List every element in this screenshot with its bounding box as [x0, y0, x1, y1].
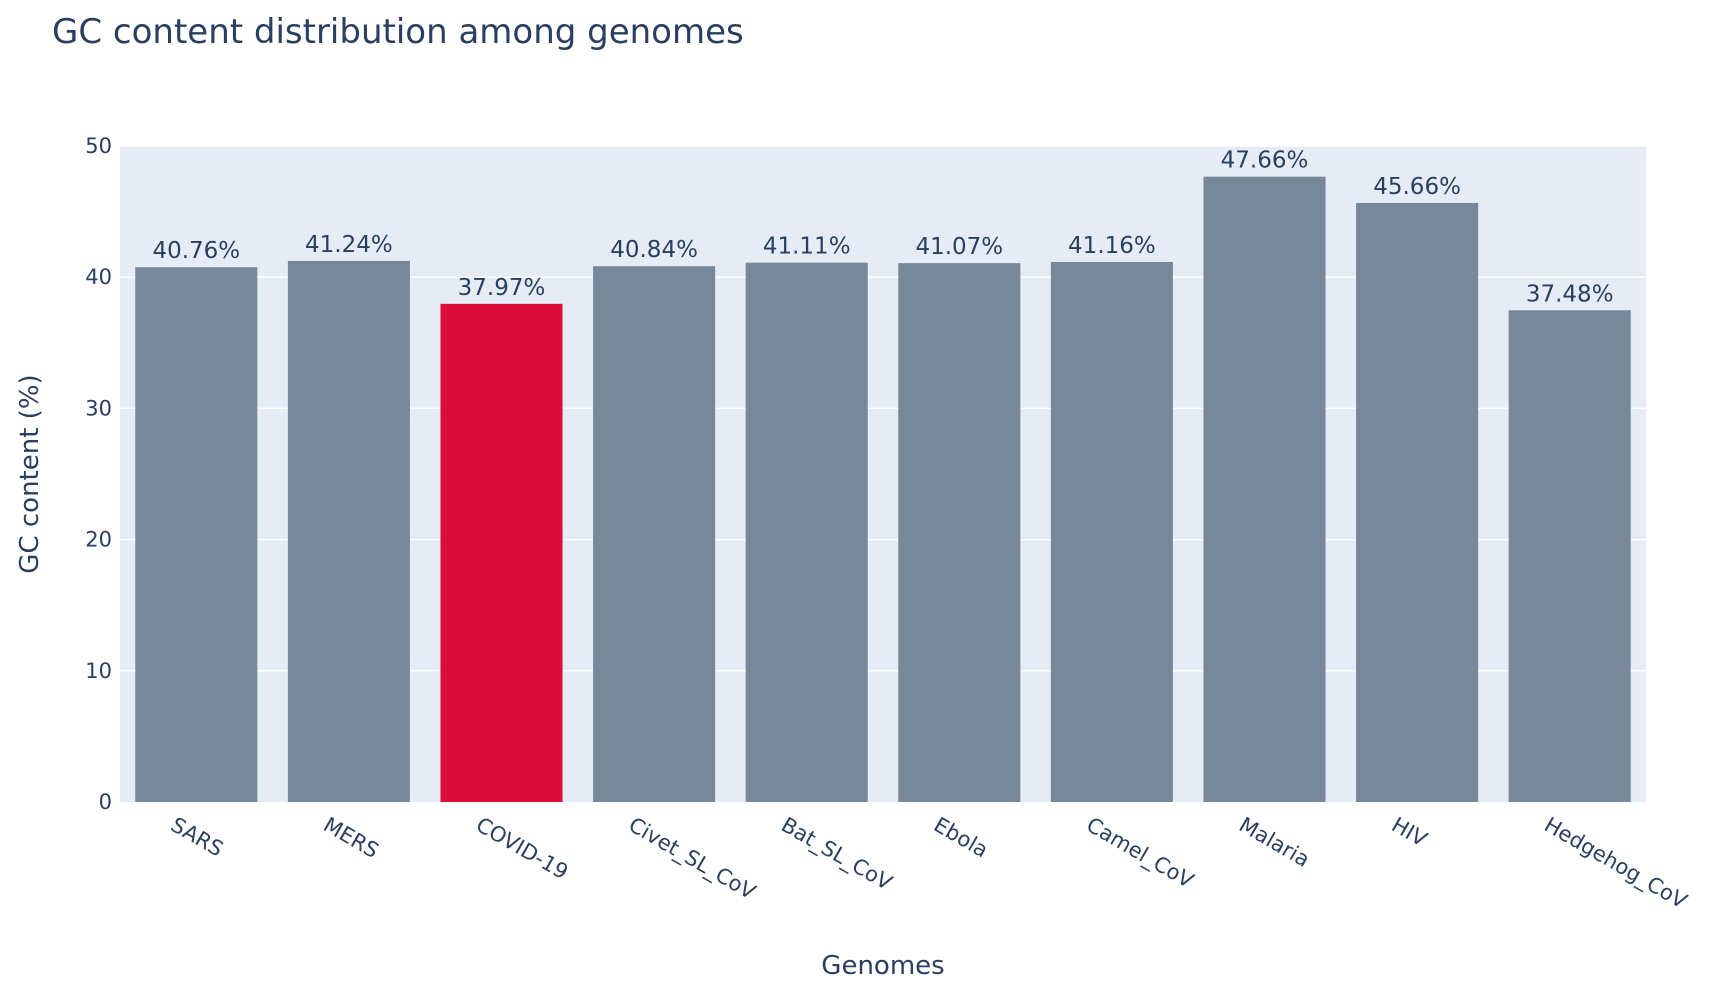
- bar-mers: [287, 260, 410, 802]
- x-tick-label-camel-cov: Camel_CoV: [1082, 813, 1198, 895]
- y-tick-label: 0: [99, 790, 112, 814]
- data-label-malaria: 47.66%: [1221, 148, 1309, 174]
- x-tick-label-bat-sl-cov: Bat_SL_CoV: [777, 813, 897, 897]
- data-label-bat-sl-cov: 41.11%: [763, 234, 851, 260]
- bar-sars: [135, 267, 258, 803]
- y-tick-label: 10: [85, 659, 112, 683]
- bars: [135, 176, 1631, 803]
- bar-hedgehog-cov: [1508, 310, 1631, 802]
- bar-bat-sl-cov: [745, 262, 868, 802]
- bar-covid-19: [440, 303, 563, 802]
- y-tick-label: 30: [85, 396, 112, 420]
- bar-hiv: [1356, 202, 1479, 802]
- data-label-hedgehog-cov: 37.48%: [1526, 281, 1614, 307]
- x-axis-ticks: SARS MERS COVID-19 Civet_SL_CoV Bat_SL_CoV Eb…: [167, 813, 1692, 915]
- x-tick-label-mers: MERS: [319, 813, 382, 863]
- y-tick-label: 50: [85, 134, 112, 158]
- data-labels: 40.76% 41.24% 37.97% 40.84% 41.11% 41.07% 41.1…: [152, 148, 1613, 308]
- x-tick-label-hiv: HIV: [1388, 813, 1432, 852]
- data-label-ebola: 41.07%: [915, 234, 1003, 260]
- bar-camel-cov: [1050, 261, 1173, 802]
- data-label-covid-19: 37.97%: [458, 275, 546, 301]
- bar-malaria: [1203, 176, 1326, 802]
- y-tick-label: 40: [85, 265, 112, 289]
- y-axis-title: GC content (%): [15, 374, 45, 573]
- x-axis-title: Genomes: [821, 951, 944, 981]
- x-tick-label-ebola: Ebola: [930, 813, 992, 863]
- x-tick-label-sars: SARS: [167, 813, 228, 862]
- x-tick-label-covid-19: COVID-19: [472, 813, 572, 885]
- data-label-camel-cov: 41.16%: [1068, 233, 1156, 259]
- bar-ebola: [898, 263, 1021, 802]
- bar-civet-sl-cov: [593, 266, 716, 802]
- x-tick-label-malaria: Malaria: [1235, 813, 1314, 872]
- x-tick-label-civet-sl-cov: Civet_SL_CoV: [624, 813, 760, 906]
- data-label-mers: 41.24%: [305, 232, 393, 258]
- data-label-civet-sl-cov: 40.84%: [610, 237, 698, 263]
- data-label-hiv: 45.66%: [1373, 174, 1461, 200]
- y-tick-label: 20: [85, 528, 112, 552]
- chart-title: GC content distribution among genomes: [52, 12, 744, 52]
- x-tick-label-hedgehog-cov: Hedgehog_CoV: [1540, 813, 1692, 915]
- y-axis-ticks: 0 10 20 30 40 50: [85, 134, 112, 814]
- data-label-sars: 40.76%: [152, 238, 240, 264]
